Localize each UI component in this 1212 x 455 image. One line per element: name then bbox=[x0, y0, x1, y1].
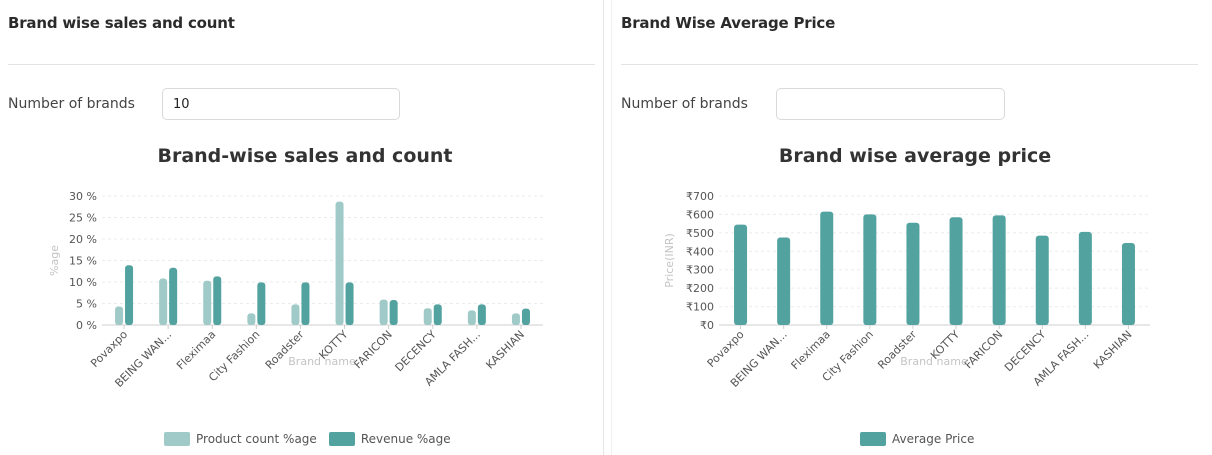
title-divider bbox=[8, 64, 595, 65]
number-of-brands-input[interactable] bbox=[776, 88, 1005, 120]
panel-title: Brand Wise Average Price bbox=[621, 14, 836, 32]
bar-revenue bbox=[301, 282, 310, 325]
bar-average-price bbox=[1121, 242, 1135, 325]
y-tick-label: ₹0 bbox=[700, 319, 714, 332]
panel-title: Brand wise sales and count bbox=[8, 14, 235, 32]
x-axis-label: Brand name bbox=[900, 355, 968, 368]
panel-divider bbox=[603, 0, 604, 455]
y-tick-label: 15 % bbox=[69, 255, 97, 268]
bar-average-price bbox=[820, 211, 834, 325]
x-tick-label: KASHIAN bbox=[483, 328, 527, 372]
legend-item-revenue[interactable]: Revenue %age bbox=[328, 432, 451, 446]
bar-revenue bbox=[257, 282, 266, 325]
bar-average-price bbox=[1035, 235, 1049, 325]
x-tick-label: KASHIAN bbox=[1091, 328, 1135, 372]
bar-average-price bbox=[777, 237, 791, 325]
bar-average-price bbox=[906, 222, 920, 325]
bar-average-price bbox=[1078, 231, 1092, 325]
bar-average-price bbox=[949, 217, 963, 325]
title-divider bbox=[621, 64, 1198, 65]
x-tick-label: Fleximaa bbox=[789, 328, 833, 372]
bar-product-count bbox=[159, 278, 168, 325]
chart-legend: Product count %age Revenue %age bbox=[164, 432, 463, 446]
y-tick-label: ₹300 bbox=[686, 264, 714, 277]
x-axis-label: Brand name bbox=[288, 355, 356, 368]
x-tick-label: FARICON bbox=[962, 328, 1005, 371]
bar-product-count bbox=[291, 304, 300, 325]
legend-label: Product count %age bbox=[196, 432, 317, 446]
y-tick-label: 20 % bbox=[69, 233, 97, 246]
number-of-brands-label: Number of brands bbox=[621, 96, 748, 112]
x-tick-label: DECENCY bbox=[393, 328, 440, 375]
bar-average-price bbox=[863, 214, 877, 325]
bar-revenue bbox=[477, 304, 486, 325]
y-tick-label: 25 % bbox=[69, 212, 97, 225]
y-tick-label: 10 % bbox=[69, 276, 97, 289]
y-tick-label: ₹700 bbox=[686, 190, 714, 203]
bar-product-count bbox=[247, 313, 256, 325]
panel-divider-inner bbox=[611, 0, 612, 455]
y-tick-label: 30 % bbox=[69, 190, 97, 203]
bar-revenue bbox=[433, 304, 442, 325]
bar-average-price bbox=[992, 215, 1006, 325]
bar-revenue bbox=[125, 265, 134, 325]
bar-product-count bbox=[335, 201, 344, 325]
bar-product-count bbox=[203, 280, 212, 325]
legend-item-product-count[interactable]: Product count %age bbox=[164, 432, 317, 446]
legend-swatch bbox=[860, 432, 886, 446]
y-axis-label: Price(INR) bbox=[663, 233, 676, 288]
x-tick-label: Fleximaa bbox=[174, 328, 218, 372]
legend-swatch bbox=[328, 432, 355, 446]
bar-revenue bbox=[213, 276, 222, 325]
bar-revenue bbox=[521, 308, 530, 325]
bar-product-count bbox=[467, 310, 476, 325]
sales-count-chart: Brand-wise sales and count 0 % 5 % 10 % 15 %… bbox=[48, 145, 543, 390]
bar-product-count bbox=[423, 308, 432, 325]
y-tick-label: ₹200 bbox=[686, 282, 714, 295]
y-tick-label: 5 % bbox=[76, 298, 97, 311]
x-tick-label: Povaxpo bbox=[705, 328, 747, 370]
chart-legend: Average Price bbox=[860, 432, 986, 446]
bar-revenue bbox=[169, 267, 178, 325]
x-tick-label: Povaxpo bbox=[88, 328, 130, 370]
legend-swatch bbox=[164, 432, 190, 446]
legend-label: Revenue %age bbox=[360, 432, 451, 446]
sales-count-panel: Brand wise sales and count Number of bra… bbox=[0, 0, 603, 455]
y-tick-label: ₹500 bbox=[686, 227, 714, 240]
y-tick-label: ₹600 bbox=[686, 208, 714, 221]
legend-label: Average Price bbox=[892, 432, 975, 446]
bar-revenue bbox=[345, 282, 354, 325]
bar-product-count bbox=[379, 299, 388, 325]
number-of-brands-input[interactable] bbox=[162, 88, 400, 120]
bar-product-count bbox=[115, 306, 124, 325]
y-tick-label: ₹100 bbox=[686, 301, 714, 314]
y-tick-label: 0 % bbox=[76, 319, 97, 332]
bar-product-count bbox=[511, 313, 520, 325]
y-tick-label: ₹400 bbox=[686, 245, 714, 258]
bar-average-price bbox=[734, 224, 748, 325]
number-of-brands-label: Number of brands bbox=[8, 96, 135, 112]
chart-title: Brand-wise sales and count bbox=[157, 145, 452, 167]
average-price-panel: Brand Wise Average Price Number of brand… bbox=[611, 0, 1212, 455]
legend-item-average-price[interactable]: Average Price bbox=[860, 432, 974, 446]
x-tick-label: FARICON bbox=[351, 328, 394, 371]
chart-title: Brand wise average price bbox=[779, 145, 1051, 167]
bar-revenue bbox=[389, 300, 398, 325]
y-axis-label: %age bbox=[48, 245, 61, 276]
average-price-chart: Brand wise average price ₹0 ₹100 ₹200 ₹300 ₹4… bbox=[663, 145, 1150, 390]
